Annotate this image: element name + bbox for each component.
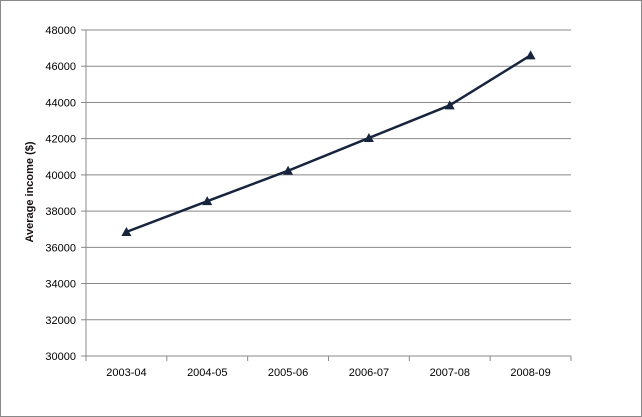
x-tick-label: 2007-08: [430, 367, 470, 379]
y-tick-label: 44000: [45, 97, 76, 109]
y-tick-label: 42000: [45, 134, 76, 146]
data-point-triangle: [444, 100, 455, 110]
x-tick-label: 2006-07: [349, 367, 389, 379]
data-point-triangle: [202, 196, 213, 206]
y-tick-label: 48000: [45, 25, 76, 37]
y-tick-label: 34000: [45, 279, 76, 291]
y-tick-label: 36000: [45, 242, 76, 254]
x-tick-label: 2003-04: [106, 367, 146, 379]
x-tick-label: 2005-06: [268, 367, 308, 379]
y-tick-label: 38000: [45, 206, 76, 218]
x-tick-label: 2008-09: [510, 367, 550, 379]
series-line: [125, 54, 532, 234]
x-tick-label: 2004-05: [187, 367, 227, 379]
data-point-triangle: [363, 132, 374, 142]
data-point-triangle: [525, 50, 536, 60]
y-tick-label: 32000: [45, 315, 76, 327]
data-point-triangle: [283, 165, 294, 175]
y-tick-label: 46000: [45, 61, 76, 73]
data-point-triangle: [121, 226, 132, 236]
y-tick-label: 40000: [45, 170, 76, 182]
y-axis-label: Average income ($): [24, 141, 36, 242]
y-tick-label: 30000: [45, 351, 76, 363]
